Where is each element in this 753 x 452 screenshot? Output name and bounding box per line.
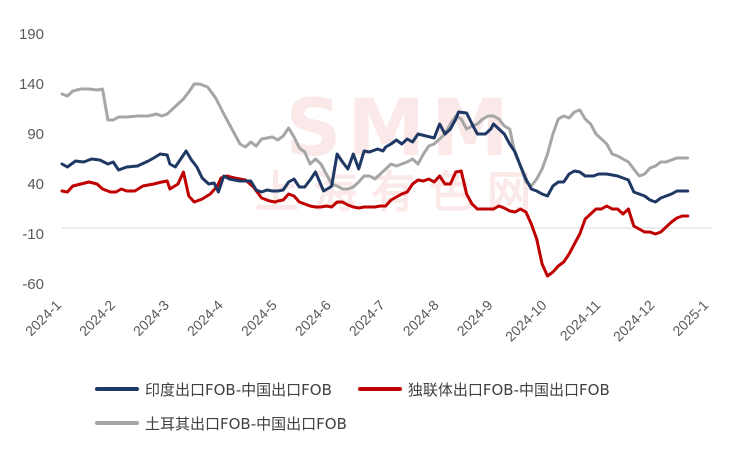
legend-row-2: 土耳其出口FOB-中国出口FOB — [95, 406, 735, 440]
x-tick-label: 2024-7 — [346, 297, 388, 339]
legend-row-1: 印度出口FOB-中国出口FOB 独联体出口FOB-中国出口FOB — [95, 372, 735, 406]
y-tick-label: 140 — [19, 76, 44, 93]
series-line-1 — [60, 169, 690, 278]
x-tick-label: 2024-9 — [454, 297, 496, 339]
series-line-0 — [60, 110, 690, 204]
legend-swatch-india — [95, 387, 139, 391]
y-axis-labels: 190 140 90 40 -10 -60 — [19, 26, 44, 293]
y-tick-label: -60 — [22, 276, 44, 293]
legend-label-turkey: 土耳其出口FOB-中国出口FOB — [145, 414, 347, 433]
x-tick-label: 2024-8 — [400, 297, 442, 339]
legend-swatch-cis — [357, 387, 402, 391]
series-line-2 — [60, 82, 690, 191]
y-tick-label: 40 — [27, 176, 44, 193]
legend-item-india: 印度出口FOB-中国出口FOB — [95, 379, 332, 400]
x-tick-label: 2024-11 — [557, 297, 604, 344]
y-tick-label: 90 — [27, 126, 44, 143]
chart-legend: 印度出口FOB-中国出口FOB 独联体出口FOB-中国出口FOB 土耳其出口FO… — [95, 372, 735, 440]
legend-swatch-turkey — [95, 421, 139, 425]
legend-label-india: 印度出口FOB-中国出口FOB — [145, 380, 332, 399]
x-tick-label: 2024-4 — [184, 297, 226, 339]
y-tick-label: -10 — [22, 226, 44, 243]
legend-label-cis: 独联体出口FOB-中国出口FOB — [407, 380, 610, 399]
x-tick-label: 2024-10 — [502, 297, 550, 345]
x-tick-label: 2024-5 — [238, 297, 280, 339]
x-axis-labels: 2024-1 2024-2 2024-3 2024-4 2024-5 2024-6 2024… — [22, 297, 712, 345]
x-tick-label: 2025-1 — [669, 297, 711, 339]
legend-item-cis: 独联体出口FOB-中国出口FOB — [357, 379, 610, 400]
y-tick-label: 190 — [19, 26, 44, 43]
x-tick-label: 2024-2 — [76, 297, 118, 339]
x-tick-label: 2024-6 — [292, 297, 334, 339]
x-tick-label: 2024-1 — [22, 297, 64, 339]
series-lines — [60, 82, 690, 278]
x-tick-label: 2024-12 — [610, 297, 658, 345]
legend-item-turkey: 土耳其出口FOB-中国出口FOB — [95, 413, 347, 434]
x-tick-label: 2024-3 — [130, 297, 172, 339]
